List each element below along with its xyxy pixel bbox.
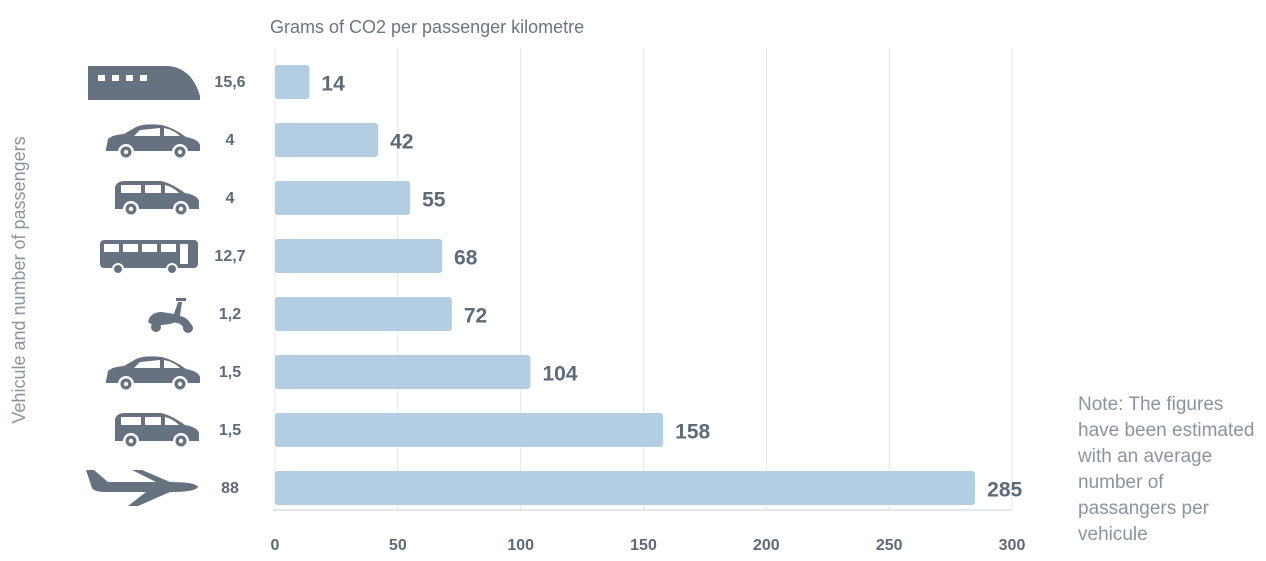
x-tick-label: 0 <box>271 537 280 554</box>
value-label: 104 <box>542 363 577 386</box>
icon-van <box>115 413 199 449</box>
value-label: 42 <box>390 131 413 154</box>
y-axis-label: Vehicule and number of passengers <box>9 136 29 423</box>
x-tick-label: 300 <box>999 537 1026 554</box>
bar <box>275 181 411 215</box>
icon-plane <box>86 470 198 506</box>
note: Note: The figures have been estimated wi… <box>1078 394 1255 545</box>
value-label: 55 <box>422 189 446 212</box>
value-label: 158 <box>675 421 710 444</box>
bar <box>275 471 976 505</box>
icon-bus <box>100 240 198 275</box>
category-label: 4 <box>226 190 235 207</box>
x-tick-label: 100 <box>507 537 534 554</box>
bar <box>275 297 452 331</box>
chart-title: Grams of CO2 per passenger kilometre <box>270 17 584 37</box>
category-label: 12,7 <box>214 248 245 265</box>
icon-scooter <box>148 298 193 333</box>
bar <box>275 123 379 157</box>
category-label: 15,6 <box>214 74 245 91</box>
icon-van <box>115 181 199 217</box>
value-label: 68 <box>454 247 478 270</box>
x-tick-label: 150 <box>630 537 657 554</box>
bar <box>275 65 310 99</box>
icon-car <box>106 356 200 392</box>
bar <box>275 239 443 273</box>
category-label: 88 <box>221 480 239 497</box>
x-tick-label: 250 <box>876 537 903 554</box>
value-label: 72 <box>464 305 487 328</box>
icon-car <box>106 124 200 160</box>
bar <box>275 355 531 389</box>
value-label: 14 <box>321 73 345 96</box>
category-label: 1,2 <box>219 306 241 323</box>
value-label: 285 <box>987 479 1022 502</box>
bar <box>275 413 664 447</box>
x-tick-label: 200 <box>753 537 780 554</box>
x-tick-label: 50 <box>389 537 407 554</box>
category-label: 1,5 <box>219 422 241 439</box>
icon-train <box>88 66 200 100</box>
category-label: 1,5 <box>219 364 241 381</box>
category-label: 4 <box>226 132 235 149</box>
